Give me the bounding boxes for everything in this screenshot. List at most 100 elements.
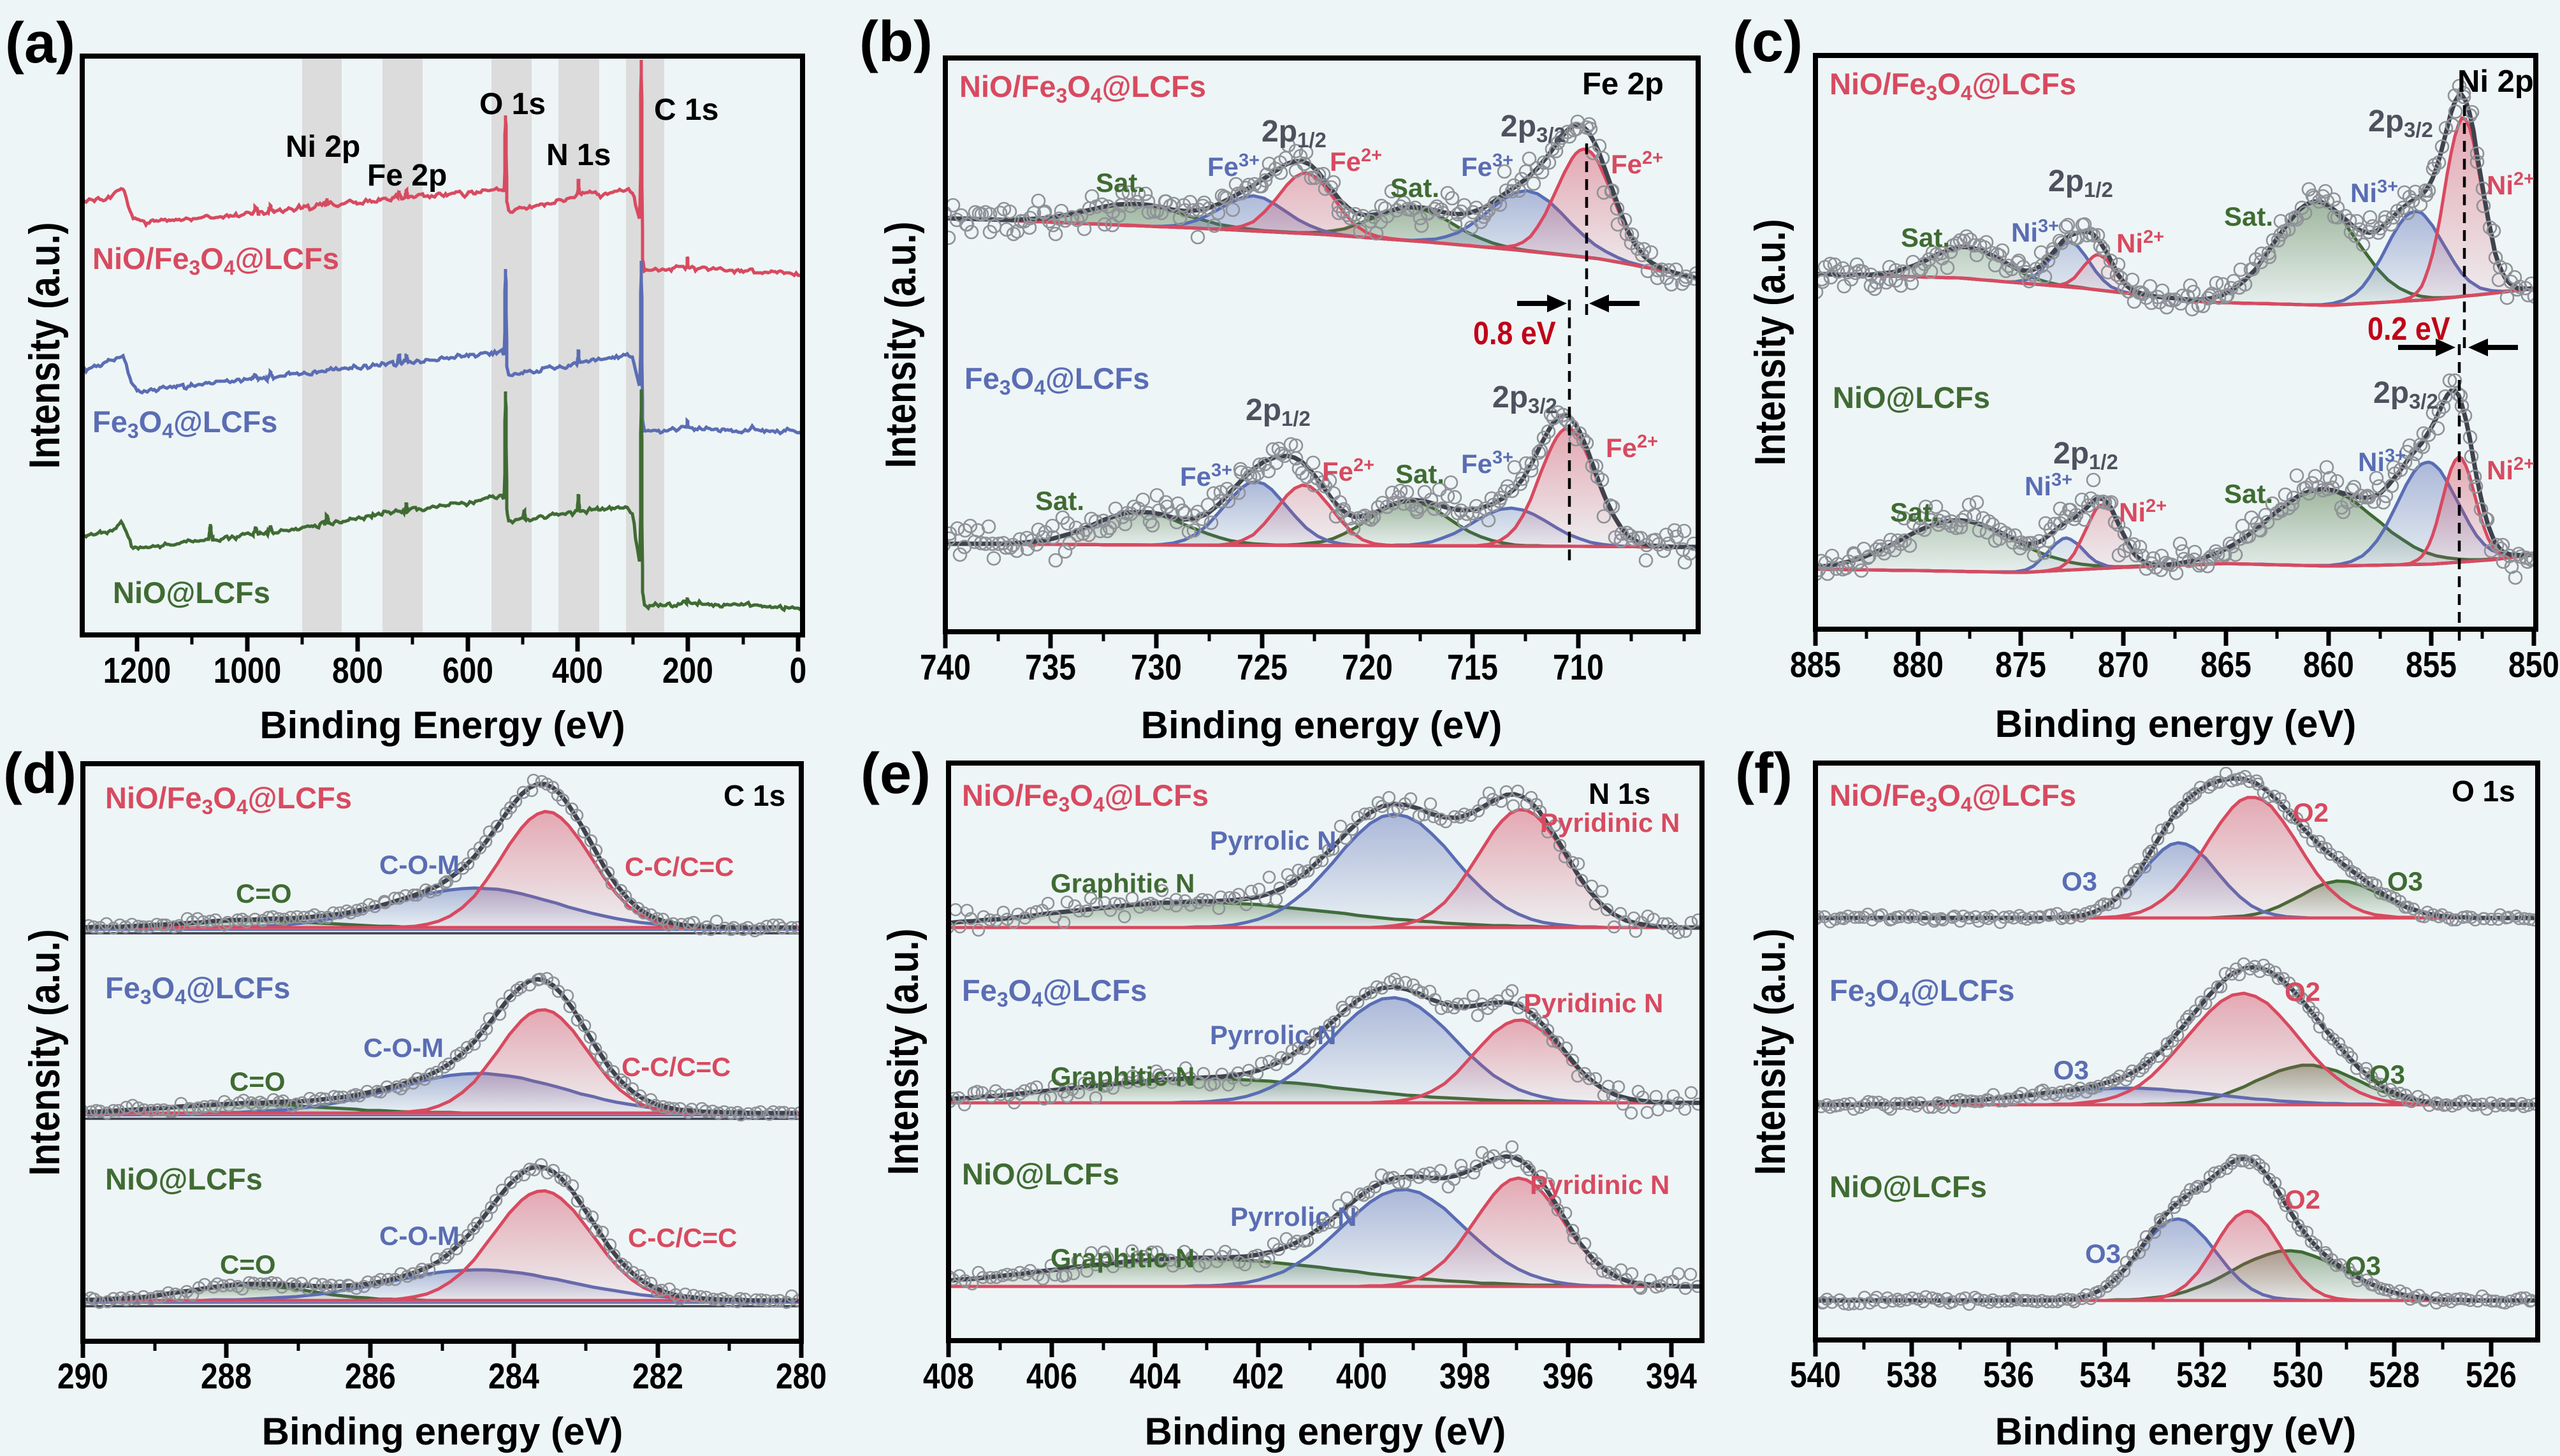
svg-text:Intensity (a.u.): Intensity (a.u.) — [1746, 928, 1794, 1175]
svg-text:2p3/2​: 2p3/2​ — [2373, 376, 2438, 413]
svg-text:400: 400 — [552, 650, 603, 691]
svg-text:NiO/Fe3​O4​@LCFs: NiO/Fe3​O4​@LCFs — [962, 778, 1209, 816]
svg-text:735: 735 — [1025, 647, 1076, 688]
svg-text:(c): (c) — [1733, 10, 1803, 74]
svg-text:Pyridinic N: Pyridinic N — [1540, 808, 1680, 838]
svg-text:526: 526 — [2466, 1355, 2517, 1395]
svg-text:Graphitic N: Graphitic N — [1051, 1061, 1195, 1091]
svg-text:Pyridinic N: Pyridinic N — [1530, 1170, 1669, 1200]
svg-text:530: 530 — [2273, 1355, 2324, 1395]
svg-text:400: 400 — [1336, 1356, 1387, 1397]
svg-text:(b): (b) — [859, 10, 933, 74]
svg-text:O3: O3 — [2053, 1055, 2089, 1085]
svg-text:Sat.: Sat. — [2224, 201, 2273, 231]
svg-text:532: 532 — [2176, 1355, 2227, 1395]
svg-text:290: 290 — [57, 1356, 108, 1397]
svg-text:Ni 2p: Ni 2p — [286, 130, 360, 164]
svg-text:Fe3​O4​@LCFs: Fe3​O4​@LCFs — [92, 405, 277, 442]
svg-text:715: 715 — [1447, 647, 1498, 688]
svg-text:NiO/Fe3​O4​@LCFs: NiO/Fe3​O4​@LCFs — [959, 69, 1206, 107]
svg-text:Intensity (a.u.): Intensity (a.u.) — [1746, 219, 1794, 465]
svg-text:O2: O2 — [2293, 797, 2329, 827]
svg-text:870: 870 — [2098, 644, 2149, 685]
svg-text:528: 528 — [2369, 1355, 2420, 1395]
svg-text:Sat.: Sat. — [1035, 486, 1084, 516]
svg-text:286: 286 — [345, 1356, 396, 1397]
svg-text:2p3/2​: 2p3/2​ — [1501, 110, 1566, 147]
svg-text:Sat.: Sat. — [1390, 173, 1439, 203]
svg-text:Fe2+​: Fe2+​ — [1611, 148, 1663, 179]
svg-text:730: 730 — [1131, 647, 1182, 688]
svg-text:O 1s: O 1s — [479, 87, 546, 121]
svg-text:406: 406 — [1026, 1356, 1077, 1397]
svg-text:0: 0 — [790, 650, 807, 691]
svg-text:Binding energy (eV): Binding energy (eV) — [1141, 704, 1502, 746]
svg-text:Intensity (a.u.): Intensity (a.u.) — [876, 221, 925, 468]
svg-text:Ni2+​: Ni2+​ — [2487, 454, 2535, 485]
svg-text:C-O-M: C-O-M — [379, 850, 460, 880]
svg-text:Binding energy (eV): Binding energy (eV) — [1995, 1410, 2357, 1453]
svg-text:1000: 1000 — [214, 650, 281, 691]
svg-text:C=O: C=O — [236, 878, 292, 908]
svg-text:2p1/2​: 2p1/2​ — [1246, 393, 1311, 430]
svg-text:Binding energy (eV): Binding energy (eV) — [262, 1410, 623, 1453]
svg-text:534: 534 — [2079, 1355, 2130, 1395]
svg-text:Ni 2p: Ni 2p — [2457, 64, 2534, 99]
svg-text:Ni3+​: Ni3+​ — [2350, 177, 2398, 208]
svg-text:404: 404 — [1130, 1356, 1181, 1397]
svg-text:Intensity (a.u.): Intensity (a.u.) — [879, 928, 927, 1175]
svg-text:Fe2+​: Fe2+​ — [1606, 432, 1658, 463]
svg-text:Ni2+​: Ni2+​ — [2116, 227, 2164, 258]
svg-text:536: 536 — [1983, 1355, 2034, 1395]
svg-text:865: 865 — [2200, 644, 2251, 685]
svg-text:Pyrrolic N: Pyrrolic N — [1230, 1202, 1356, 1232]
svg-text:Fe3​O4​@LCFs: Fe3​O4​@LCFs — [962, 973, 1147, 1011]
svg-text:NiO/Fe3​O4​@LCFs: NiO/Fe3​O4​@LCFs — [105, 781, 352, 819]
svg-text:2p1/2​: 2p1/2​ — [1262, 115, 1327, 152]
svg-text:720: 720 — [1342, 647, 1393, 688]
svg-text:2p1/2​: 2p1/2​ — [2048, 164, 2113, 201]
svg-text:600: 600 — [442, 650, 493, 691]
svg-text:398: 398 — [1439, 1356, 1490, 1397]
svg-text:C=O: C=O — [220, 1249, 276, 1279]
svg-text:C-C/C=C: C-C/C=C — [625, 852, 734, 882]
svg-text:2p3/2​: 2p3/2​ — [1492, 381, 1557, 418]
svg-text:Binding energy (eV): Binding energy (eV) — [1145, 1410, 1506, 1453]
svg-text:(f): (f) — [1735, 742, 1793, 806]
svg-text:O 1s: O 1s — [2452, 775, 2515, 808]
svg-text:Ni3+​: Ni3+​ — [2025, 470, 2072, 501]
svg-text:Pyrrolic N: Pyrrolic N — [1210, 1020, 1336, 1050]
svg-text:284: 284 — [488, 1356, 539, 1397]
svg-text:Pyrrolic N: Pyrrolic N — [1210, 826, 1336, 855]
svg-text:Binding Energy (eV): Binding Energy (eV) — [259, 704, 625, 746]
svg-text:Ni3+​: Ni3+​ — [2358, 446, 2406, 477]
svg-text:N 1s: N 1s — [546, 138, 611, 172]
svg-text:NiO@LCFs: NiO@LCFs — [113, 576, 270, 609]
svg-text:O3: O3 — [2345, 1251, 2381, 1281]
svg-text:Graphitic N: Graphitic N — [1051, 1243, 1195, 1273]
svg-text:O3: O3 — [2085, 1239, 2121, 1269]
svg-text:Binding energy (eV): Binding energy (eV) — [1995, 703, 2357, 745]
svg-text:740: 740 — [920, 647, 971, 688]
svg-text:Fe3+​: Fe3+​ — [1461, 448, 1513, 479]
svg-text:Intensity (a.u.): Intensity (a.u.) — [20, 929, 69, 1176]
svg-text:850: 850 — [2508, 644, 2559, 685]
svg-text:Ni2+​: Ni2+​ — [2487, 169, 2535, 200]
svg-text:Fe3+​: Fe3+​ — [1180, 460, 1232, 491]
svg-text:396: 396 — [1543, 1356, 1594, 1397]
svg-text:538: 538 — [1886, 1355, 1937, 1395]
svg-text:O2: O2 — [2285, 1184, 2320, 1214]
svg-text:0.8 eV: 0.8 eV — [1473, 316, 1556, 351]
svg-text:(e): (e) — [861, 742, 931, 806]
svg-text:Sat.: Sat. — [1096, 168, 1145, 198]
svg-text:0.2 eV: 0.2 eV — [2367, 311, 2450, 347]
svg-text:NiO/Fe3​O4​@LCFs: NiO/Fe3​O4​@LCFs — [92, 242, 339, 279]
svg-text:Sat.: Sat. — [2224, 479, 2273, 509]
svg-text:Fe3​O4​@LCFs: Fe3​O4​@LCFs — [105, 971, 290, 1008]
svg-text:394: 394 — [1646, 1356, 1697, 1397]
svg-text:2p3/2​: 2p3/2​ — [2368, 105, 2433, 142]
svg-text:Fe2+​: Fe2+​ — [1330, 145, 1382, 177]
svg-text:O3: O3 — [2387, 866, 2423, 896]
svg-text:NiO@LCFs: NiO@LCFs — [1833, 381, 1990, 414]
svg-text:NiO/Fe3​O4​@LCFs: NiO/Fe3​O4​@LCFs — [1829, 67, 2076, 105]
